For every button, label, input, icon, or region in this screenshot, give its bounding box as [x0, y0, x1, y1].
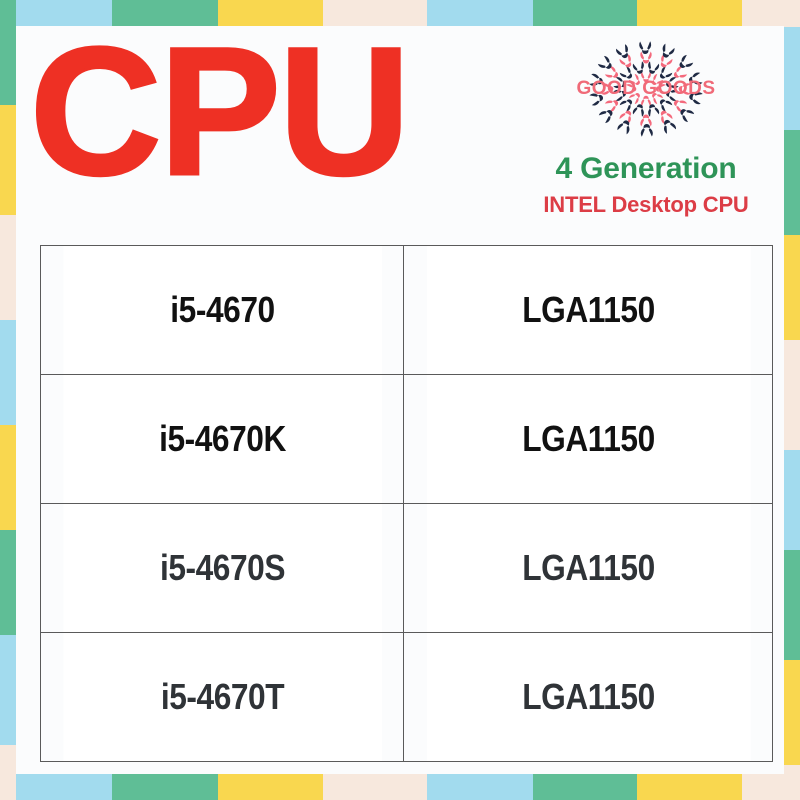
- frame-segment: [0, 320, 16, 425]
- frame-segment: [0, 530, 16, 635]
- frame-segment: [784, 340, 800, 450]
- cpu-model-cell: i5-4670K: [61, 374, 383, 504]
- frame-segment: [218, 774, 323, 800]
- generation-label: 4 Generation: [555, 152, 737, 185]
- frame-segment: [427, 0, 533, 26]
- product-header: CPU GOOD GOODS 4 Generation INTEL Deskto…: [16, 19, 784, 241]
- cpu-model-cell: i5-4670T: [61, 632, 383, 762]
- frame-segment: [784, 660, 800, 765]
- cpu-socket-cell: LGA1150: [425, 632, 751, 762]
- frame-segment: [0, 105, 16, 215]
- brand-block: GOOD GOODS 4 Generation INTEL Desktop CP…: [514, 30, 778, 218]
- table-row: i5-4670T LGA1150: [41, 632, 773, 762]
- frame-segment: [784, 765, 800, 800]
- table-row: i5-4670S LGA1150: [41, 503, 773, 633]
- frame-segment: [784, 130, 800, 235]
- frame-segment: [533, 774, 637, 800]
- frame-segment: [112, 774, 218, 800]
- frame-segment: [784, 0, 800, 27]
- frame-left-strip: [0, 0, 16, 800]
- frame-segment: [0, 425, 16, 530]
- page-title: CPU: [28, 9, 411, 213]
- frame-segment: [0, 635, 16, 745]
- cpu-spec-table: i5-4670 LGA1150 i5-4670K LGA1150 i5-4670S LGA…: [40, 245, 773, 762]
- frame-segment: [784, 550, 800, 660]
- flower-mandala-icon: [589, 41, 703, 137]
- frame-bottom-strip: [0, 774, 800, 800]
- frame-segment: [13, 774, 112, 800]
- frame-segment: [784, 450, 800, 550]
- cpu-model-cell: i5-4670: [61, 245, 383, 375]
- frame-segment: [13, 0, 112, 26]
- frame-segment: [0, 745, 16, 800]
- frame-segment: [218, 0, 323, 26]
- frame-segment: [323, 774, 427, 800]
- frame-segment: [533, 0, 637, 26]
- frame-right-strip: [784, 0, 800, 800]
- cpu-model-cell: i5-4670S: [61, 503, 383, 633]
- frame-segment: [0, 0, 16, 105]
- cpu-socket-cell: LGA1150: [425, 503, 751, 633]
- product-card: CPU GOOD GOODS 4 Generation INTEL Deskto…: [16, 19, 784, 774]
- frame-segment: [323, 0, 427, 26]
- frame-segment: [637, 774, 742, 800]
- cpu-socket-cell: LGA1150: [425, 374, 751, 504]
- frame-segment: [784, 27, 800, 130]
- brand-logo: GOOD GOODS: [566, 30, 726, 148]
- frame-segment: [637, 0, 742, 26]
- frame-top-strip: [0, 0, 800, 26]
- brand-logo-text: GOOD GOODS: [576, 78, 716, 99]
- frame-segment: [0, 215, 16, 320]
- frame-segment: [427, 774, 533, 800]
- frame-segment: [112, 0, 218, 26]
- frame-segment: [784, 235, 800, 340]
- cpu-socket-cell: LGA1150: [425, 245, 751, 375]
- product-subtitle: INTEL Desktop CPU: [543, 192, 749, 217]
- table-row: i5-4670K LGA1150: [41, 374, 773, 504]
- table-row: i5-4670 LGA1150: [41, 245, 773, 375]
